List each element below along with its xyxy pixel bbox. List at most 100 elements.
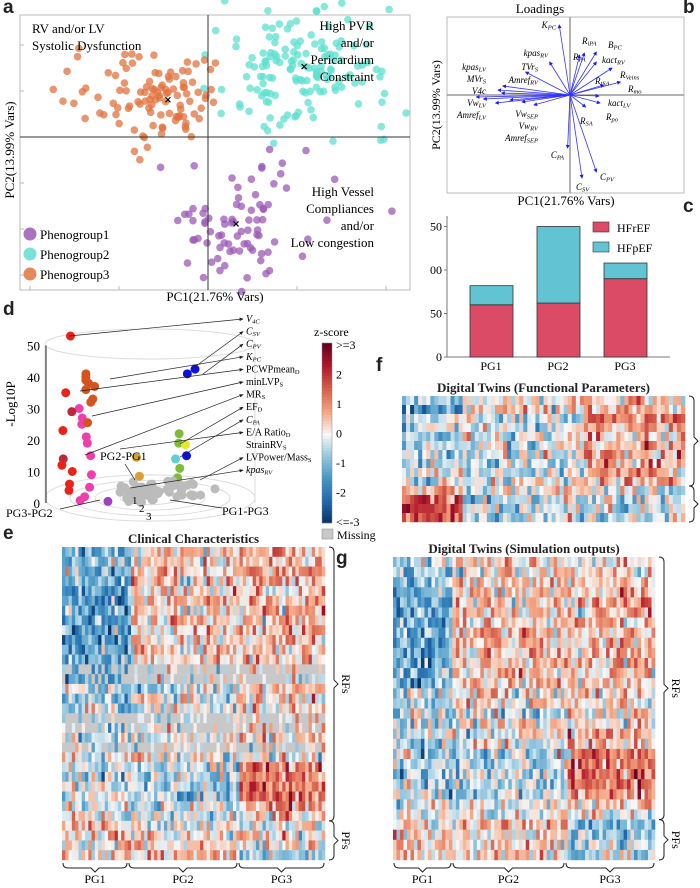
heatmap-cell bbox=[559, 468, 565, 478]
heatmap-cell bbox=[550, 577, 554, 588]
heatmap-cell bbox=[445, 627, 450, 638]
annotation-arrow bbox=[84, 394, 244, 456]
heatmap-cell bbox=[127, 576, 132, 587]
heatmap-cell bbox=[608, 441, 613, 451]
heatmap-cell bbox=[88, 566, 92, 577]
heatmap-cell bbox=[150, 693, 155, 704]
heatmap-cell bbox=[680, 486, 686, 496]
heatmap-cell bbox=[490, 617, 495, 628]
heatmap-cell bbox=[239, 654, 244, 665]
heatmap-cell bbox=[438, 468, 443, 478]
heatmap-cell bbox=[78, 586, 83, 597]
heatmap-cell bbox=[209, 615, 214, 626]
heatmap-cell bbox=[410, 557, 415, 568]
heatmap-cell bbox=[252, 615, 257, 626]
heatmap-cell bbox=[466, 450, 472, 460]
heatmap-cell bbox=[262, 625, 267, 636]
heatmap-cell bbox=[223, 566, 227, 577]
heatmap-cell bbox=[656, 477, 662, 487]
heatmap-cell bbox=[600, 414, 605, 424]
heatmap-cell bbox=[196, 644, 201, 655]
heatmap-cell bbox=[680, 396, 686, 406]
heatmap-cell bbox=[65, 547, 69, 557]
heatmap-cell bbox=[445, 587, 450, 598]
heatmap-cell bbox=[203, 664, 207, 675]
heatmap-cell bbox=[462, 486, 467, 496]
heatmap-cell bbox=[229, 605, 234, 616]
heatmap-cell bbox=[525, 567, 530, 578]
heatmap-cell bbox=[157, 566, 161, 577]
loading-vector-RVeins bbox=[569, 67, 613, 96]
heatmap-cell bbox=[503, 513, 508, 523]
heatmap-cell bbox=[124, 625, 129, 636]
heatmap-cell bbox=[71, 693, 76, 704]
heatmap-cell bbox=[600, 486, 605, 496]
heatmap-cell bbox=[604, 405, 609, 415]
heatmap-cell bbox=[262, 644, 267, 655]
heatmap-cell bbox=[616, 597, 621, 608]
heatmap-cell bbox=[298, 586, 303, 597]
heatmap-cell bbox=[624, 495, 629, 505]
heatmap-cell bbox=[85, 683, 89, 694]
heatmap-cell bbox=[117, 683, 122, 694]
heatmap-cell bbox=[71, 547, 76, 557]
heatmap-cell bbox=[458, 441, 463, 451]
heatmap-cell bbox=[68, 566, 73, 577]
heatmap-cell bbox=[154, 693, 158, 704]
loading-label: RSA bbox=[579, 116, 593, 128]
heatmap-cell bbox=[504, 587, 509, 598]
heatmap-cell bbox=[599, 557, 603, 568]
heatmap-cell bbox=[62, 693, 66, 704]
heatmap-cell bbox=[579, 468, 585, 478]
ring-label: 2 bbox=[139, 503, 145, 515]
heatmap-cell bbox=[295, 625, 299, 636]
heatmap-cell bbox=[177, 693, 181, 704]
heatmap-cell bbox=[469, 617, 474, 628]
data-point-phenogroup3 bbox=[171, 116, 180, 125]
heatmap-cell bbox=[579, 423, 585, 433]
significance-point bbox=[75, 495, 85, 505]
heatmap-cell bbox=[535, 468, 540, 478]
heatmap-cell bbox=[627, 577, 631, 588]
data-point-phenogroup2 bbox=[271, 32, 280, 41]
heatmap-cell bbox=[410, 396, 415, 406]
data-point-phenogroup2 bbox=[320, 2, 329, 11]
heatmap-cell bbox=[305, 693, 309, 704]
heatmap-cell bbox=[438, 459, 443, 469]
heatmap-cell bbox=[458, 513, 463, 523]
heatmap-cell bbox=[499, 405, 504, 415]
heatmap-cell bbox=[486, 405, 492, 415]
heatmap-cell bbox=[190, 674, 194, 685]
heatmap-cell bbox=[209, 547, 214, 557]
heatmap-cell bbox=[124, 674, 129, 685]
heatmap-cell bbox=[519, 414, 524, 424]
heatmap-cell bbox=[462, 441, 467, 451]
loading-vector-CSV bbox=[569, 94, 584, 179]
heatmap-cell bbox=[503, 477, 508, 487]
heatmap-cell bbox=[531, 504, 536, 514]
heatmap-cell bbox=[482, 495, 488, 505]
heatmap-cell bbox=[490, 557, 495, 568]
heatmap-cell bbox=[523, 504, 528, 514]
heatmap-cell bbox=[104, 605, 109, 616]
heatmap-cell bbox=[193, 556, 198, 567]
heatmap-cell bbox=[140, 615, 145, 626]
legend-marker bbox=[23, 227, 37, 241]
heatmap-cell bbox=[157, 547, 161, 557]
heatmap-cell bbox=[499, 486, 504, 496]
heatmap-cell bbox=[255, 635, 260, 646]
heatmap-cell bbox=[458, 486, 463, 496]
heatmap-cell bbox=[285, 674, 290, 685]
heatmap-cell bbox=[430, 495, 435, 505]
heatmap-cell bbox=[563, 423, 569, 433]
heatmap-cell bbox=[434, 459, 439, 469]
heatmap-cell bbox=[200, 556, 204, 567]
heatmap-cell bbox=[511, 495, 516, 505]
heatmap-cell bbox=[62, 664, 66, 675]
label-sub: po bbox=[611, 117, 619, 124]
heatmap-cell bbox=[660, 468, 666, 478]
heatmap-cell bbox=[275, 566, 280, 577]
heatmap-cell bbox=[278, 654, 283, 665]
heatmap-cell bbox=[515, 405, 520, 415]
label-main: K bbox=[541, 20, 549, 30]
